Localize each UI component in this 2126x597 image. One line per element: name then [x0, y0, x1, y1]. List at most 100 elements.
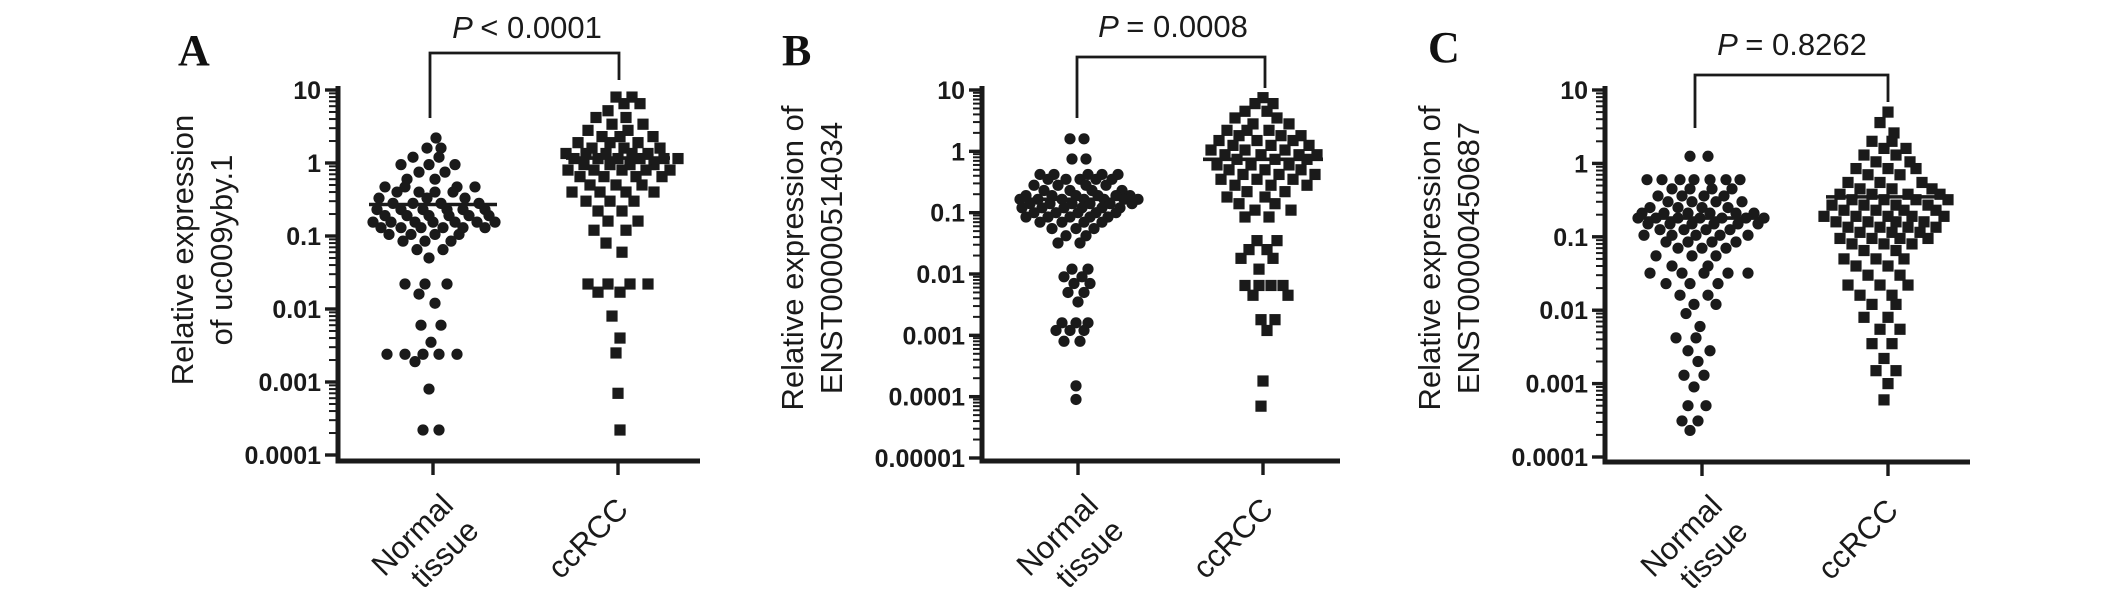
data-point: [616, 164, 628, 176]
data-point: [614, 130, 626, 143]
data-point: [1910, 194, 1922, 206]
data-point: [1818, 210, 1830, 222]
y-tick-label: 10: [1560, 77, 1588, 105]
data-point: [1722, 201, 1734, 214]
p-value-label: P = 0.8262: [1717, 27, 1867, 62]
data-point: [1678, 369, 1690, 381]
data-point: [415, 222, 427, 234]
data-point: [1060, 230, 1072, 242]
data-point: [1850, 260, 1862, 272]
data-point: [1710, 250, 1722, 262]
y-tick-label: 0.1: [930, 200, 965, 228]
data-point: [1870, 156, 1882, 168]
data-point: [459, 192, 471, 204]
data-point: [1870, 204, 1882, 216]
data-point: [1846, 194, 1858, 206]
data-point: [1718, 190, 1730, 202]
data-point: [1261, 105, 1273, 117]
data-point: [1251, 173, 1263, 185]
data-point: [618, 142, 630, 154]
y-tick-label: 0.1: [286, 223, 321, 251]
data-point: [1239, 211, 1251, 223]
data-point: [1066, 153, 1078, 165]
data-point: [1890, 149, 1902, 161]
data-point: [1259, 191, 1271, 203]
data-point: [1261, 243, 1273, 256]
data-point: [1676, 190, 1688, 202]
data-point: [622, 124, 634, 136]
data-point: [1074, 335, 1086, 347]
data-point: [1694, 320, 1706, 333]
data-point: [1704, 207, 1716, 219]
data-point: [1906, 238, 1918, 250]
data-point: [1730, 236, 1742, 248]
data-point: [1692, 415, 1704, 427]
data-point: [1247, 118, 1259, 130]
panel-letter: C: [1428, 23, 1460, 72]
data-point: [1882, 210, 1894, 222]
data-point: [640, 164, 652, 176]
data-point: [1265, 279, 1277, 292]
data-point: [1870, 253, 1882, 265]
series-ccrcc: [1818, 106, 1954, 406]
data-point: [1070, 317, 1082, 329]
data-point: [1680, 307, 1692, 320]
data-point: [1309, 168, 1321, 181]
y-axis-title: ENST00000514034: [814, 122, 849, 394]
data-point: [1882, 378, 1894, 390]
data-point: [1714, 229, 1726, 241]
y-axis-title: Relative expression of: [1412, 105, 1447, 410]
data-point: [1245, 159, 1257, 171]
data-point: [1237, 168, 1249, 181]
data-point: [437, 244, 449, 256]
data-point: [656, 171, 668, 183]
data-point: [445, 235, 457, 247]
data-point: [1704, 345, 1716, 357]
data-point: [1886, 338, 1898, 350]
data-point: [1854, 289, 1866, 301]
data-point: [1090, 173, 1102, 185]
data-point: [1632, 212, 1644, 224]
y-axis-title: ENST00000450687: [1451, 122, 1486, 394]
data-point: [1918, 216, 1930, 228]
data-point: [1068, 277, 1080, 290]
data-point: [1886, 289, 1898, 301]
data-point: [1641, 174, 1653, 186]
data-point: [1287, 173, 1299, 185]
panel-letter: A: [178, 26, 210, 75]
data-point: [1752, 218, 1764, 230]
data-point: [423, 383, 435, 395]
x-category-label: ccRCC: [1186, 491, 1280, 585]
data-point: [417, 424, 429, 436]
data-point: [1894, 323, 1906, 335]
data-point: [1922, 232, 1934, 245]
data-point: [1279, 144, 1291, 156]
data-point: [1283, 118, 1295, 130]
data-point: [1878, 238, 1890, 250]
data-point: [1301, 179, 1313, 191]
data-point: [642, 278, 654, 290]
data-point: [1878, 394, 1890, 406]
data-point: [1064, 324, 1076, 337]
data-point: [1066, 263, 1078, 275]
data-point: [1271, 235, 1283, 247]
data-point: [1269, 198, 1281, 210]
data-point: [1034, 216, 1046, 228]
series-normal-tissue: [1014, 133, 1144, 406]
data-point: [1223, 164, 1235, 176]
data-point: [399, 278, 411, 290]
data-point: [596, 130, 608, 143]
series-ccrcc: [560, 91, 684, 436]
significance-bracket: [1693, 73, 1890, 128]
data-point: [1722, 267, 1734, 279]
data-point: [1062, 286, 1074, 299]
data-point: [628, 195, 640, 207]
data-point: [1850, 162, 1862, 175]
data-point: [1676, 267, 1688, 279]
data-point: [381, 348, 393, 360]
data-point: [618, 98, 630, 110]
data-point: [1664, 218, 1676, 230]
y-tick-label: 0.01: [1539, 297, 1588, 325]
data-point: [1257, 375, 1269, 387]
data-point: [1874, 221, 1886, 233]
